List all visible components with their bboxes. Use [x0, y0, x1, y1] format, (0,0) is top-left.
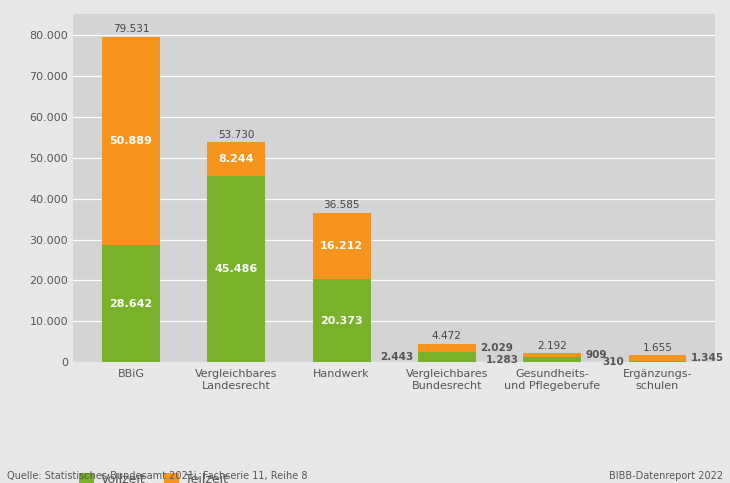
Bar [102, 245, 160, 362]
Bar [418, 352, 476, 362]
Text: 79.531: 79.531 [112, 25, 149, 34]
Text: 28.642: 28.642 [110, 298, 153, 309]
Text: 50.889: 50.889 [110, 136, 153, 146]
Text: 20.373: 20.373 [320, 315, 363, 326]
Bar [523, 353, 581, 357]
Bar [629, 355, 686, 361]
Text: 4.472: 4.472 [432, 331, 462, 341]
Text: 2.443: 2.443 [380, 352, 414, 362]
Bar [312, 279, 371, 362]
Text: 36.585: 36.585 [323, 200, 360, 210]
Text: 310: 310 [602, 356, 624, 367]
Text: Quelle: Statistisches Bundesamt 2021i, Fachserie 11, Reihe 8: Quelle: Statistisches Bundesamt 2021i, F… [7, 470, 308, 481]
Legend: Vollzeit, Teilzeit: Vollzeit, Teilzeit [80, 473, 228, 483]
Bar [418, 344, 476, 352]
Text: 909: 909 [585, 350, 607, 360]
Text: 1.655: 1.655 [642, 343, 672, 353]
Text: 8.244: 8.244 [218, 154, 254, 164]
Text: BIBB-Datenreport 2022: BIBB-Datenreport 2022 [609, 470, 723, 481]
Text: 1.283: 1.283 [486, 355, 519, 365]
Bar [207, 142, 265, 176]
Text: 53.730: 53.730 [218, 130, 255, 140]
Bar [312, 213, 371, 279]
Bar [629, 361, 686, 362]
Bar [523, 357, 581, 362]
Text: 2.029: 2.029 [480, 343, 513, 353]
Text: 45.486: 45.486 [215, 264, 258, 274]
Text: 1.345: 1.345 [691, 353, 723, 363]
Text: 2.192: 2.192 [537, 341, 567, 351]
Text: 16.212: 16.212 [320, 241, 363, 251]
Bar [102, 37, 160, 245]
Bar [207, 176, 265, 362]
